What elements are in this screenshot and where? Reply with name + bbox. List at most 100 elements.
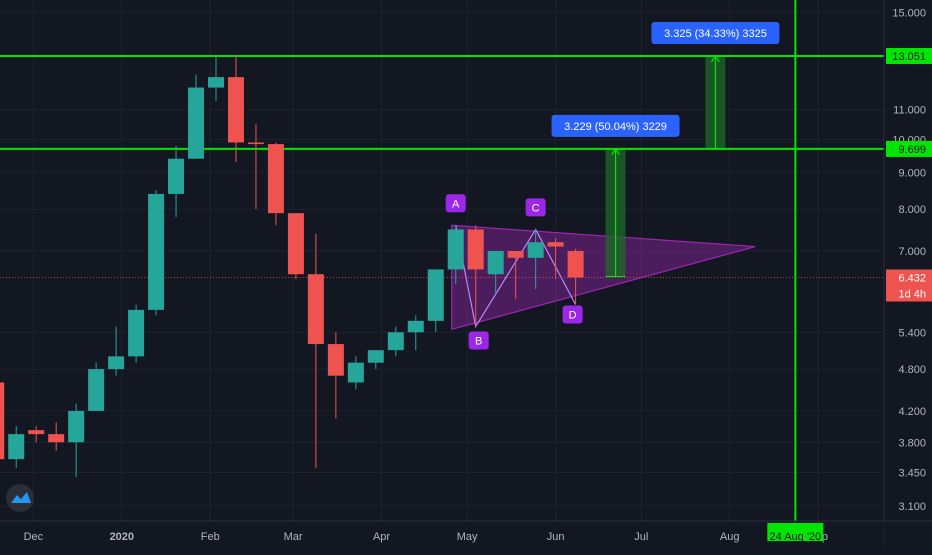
candle-body[interactable] xyxy=(407,320,424,333)
measure-label-box[interactable] xyxy=(551,114,680,137)
pattern-point-label: A xyxy=(452,198,460,210)
price-tick-label: 5.400 xyxy=(898,327,926,339)
time-tick-label: May xyxy=(457,531,478,543)
time-tick-label: Dec xyxy=(24,531,44,543)
candle-body[interactable] xyxy=(567,251,584,278)
candle[interactable] xyxy=(567,248,584,305)
candle-body[interactable] xyxy=(527,242,544,258)
pattern-point-badge[interactable] xyxy=(525,198,546,217)
pattern-point-badge[interactable] xyxy=(445,194,466,213)
last-price-badge[interactable] xyxy=(886,269,932,302)
candle-body[interactable] xyxy=(467,229,484,270)
candle-body[interactable] xyxy=(48,434,65,443)
price-tick-label: 9.000 xyxy=(898,167,926,179)
candle-body[interactable] xyxy=(188,87,205,159)
time-tick-label: Apr xyxy=(373,531,390,543)
candle[interactable] xyxy=(48,422,65,451)
candles xyxy=(0,54,584,478)
candle[interactable] xyxy=(267,142,284,226)
candle-body[interactable] xyxy=(247,142,264,145)
time-axis-background xyxy=(0,521,884,550)
time-tick-label: 2020 xyxy=(110,531,134,543)
candle-body[interactable] xyxy=(227,77,244,143)
vertical-marker-label: 24 Aug '20 xyxy=(770,531,822,543)
candle[interactable] xyxy=(487,251,504,295)
measure-tool-1[interactable]: 3.229 (50.04%) 3229 xyxy=(551,114,680,278)
candle[interactable] xyxy=(367,350,384,370)
level-price-label: 13.051 xyxy=(892,51,926,63)
candle[interactable] xyxy=(467,225,484,327)
pattern-point-label: C xyxy=(532,202,540,214)
candle[interactable] xyxy=(287,213,304,280)
candle[interactable] xyxy=(88,362,105,411)
price-tick-label: 4.800 xyxy=(898,364,926,376)
pattern-point-badge[interactable] xyxy=(562,305,583,324)
candle-body[interactable] xyxy=(507,251,524,258)
candle-body[interactable] xyxy=(28,430,45,435)
grid xyxy=(0,0,884,521)
candle-body[interactable] xyxy=(208,77,224,88)
candle-body[interactable] xyxy=(327,344,344,376)
candle[interactable] xyxy=(327,332,344,419)
candle-body[interactable] xyxy=(447,229,464,270)
candle[interactable] xyxy=(547,237,564,280)
candle[interactable] xyxy=(427,269,444,333)
price-tick-label: 3.450 xyxy=(898,468,926,480)
candle-body[interactable] xyxy=(367,350,384,363)
candle[interactable] xyxy=(247,124,264,210)
measure-label-box[interactable] xyxy=(651,22,780,44)
candle-body[interactable] xyxy=(387,332,404,351)
candle[interactable] xyxy=(507,251,524,300)
candle[interactable] xyxy=(8,426,25,469)
candle[interactable] xyxy=(168,145,185,218)
candle[interactable] xyxy=(527,229,544,290)
candle-body[interactable] xyxy=(68,410,85,443)
time-axis[interactable]: Dec2020FebMarAprMayJunJulAugSep24 Aug '2… xyxy=(0,520,932,550)
candle-body[interactable] xyxy=(8,434,25,460)
candle-body[interactable] xyxy=(307,274,324,345)
last-price-label: 6.432 xyxy=(898,273,926,285)
candle-body[interactable] xyxy=(347,362,364,383)
candle[interactable] xyxy=(148,190,165,316)
candle[interactable] xyxy=(28,426,45,443)
candle[interactable] xyxy=(447,225,464,285)
candle-body[interactable] xyxy=(0,382,5,460)
candle[interactable] xyxy=(307,233,324,469)
candle-body[interactable] xyxy=(148,193,165,310)
candle-body[interactable] xyxy=(487,251,504,275)
time-tick-label: Jun xyxy=(547,531,565,543)
price-tick-label: 15.000 xyxy=(892,7,926,19)
price-axis[interactable]: 3.100 3.450 3.800 4.200 4.800 5.400 7.000 8.000… xyxy=(883,0,932,550)
tradingview-logo-icon[interactable] xyxy=(6,484,34,512)
candle-body[interactable] xyxy=(108,356,125,370)
logo-mountain xyxy=(11,492,31,503)
candle[interactable] xyxy=(128,304,145,363)
time-tick-label: Mar xyxy=(284,531,303,543)
candle[interactable] xyxy=(407,315,424,351)
candle-body[interactable] xyxy=(168,158,185,194)
candle[interactable] xyxy=(68,403,85,478)
candle-body[interactable] xyxy=(287,213,304,275)
time-tick-label: Feb xyxy=(201,531,220,543)
candle[interactable] xyxy=(227,54,244,163)
candle-body[interactable] xyxy=(88,369,105,411)
level-price-badge[interactable] xyxy=(886,140,932,157)
candle[interactable] xyxy=(347,356,364,390)
level-price-label: 9.699 xyxy=(898,144,926,156)
candle[interactable] xyxy=(188,74,205,159)
candle[interactable] xyxy=(387,326,404,357)
candle[interactable] xyxy=(108,326,125,376)
candle[interactable] xyxy=(0,363,5,468)
candle[interactable] xyxy=(208,54,224,102)
vertical-marker-badge[interactable] xyxy=(767,523,824,541)
level-price-badge[interactable] xyxy=(886,48,932,64)
bar-countdown-label: 1d 4h xyxy=(898,289,926,301)
price-tick-label: 3.800 xyxy=(898,437,926,449)
candle-body[interactable] xyxy=(128,309,145,357)
candle-body[interactable] xyxy=(547,242,564,247)
candle-body[interactable] xyxy=(267,144,284,214)
candle-body[interactable] xyxy=(427,269,444,321)
pattern-point-badge[interactable] xyxy=(468,331,489,350)
